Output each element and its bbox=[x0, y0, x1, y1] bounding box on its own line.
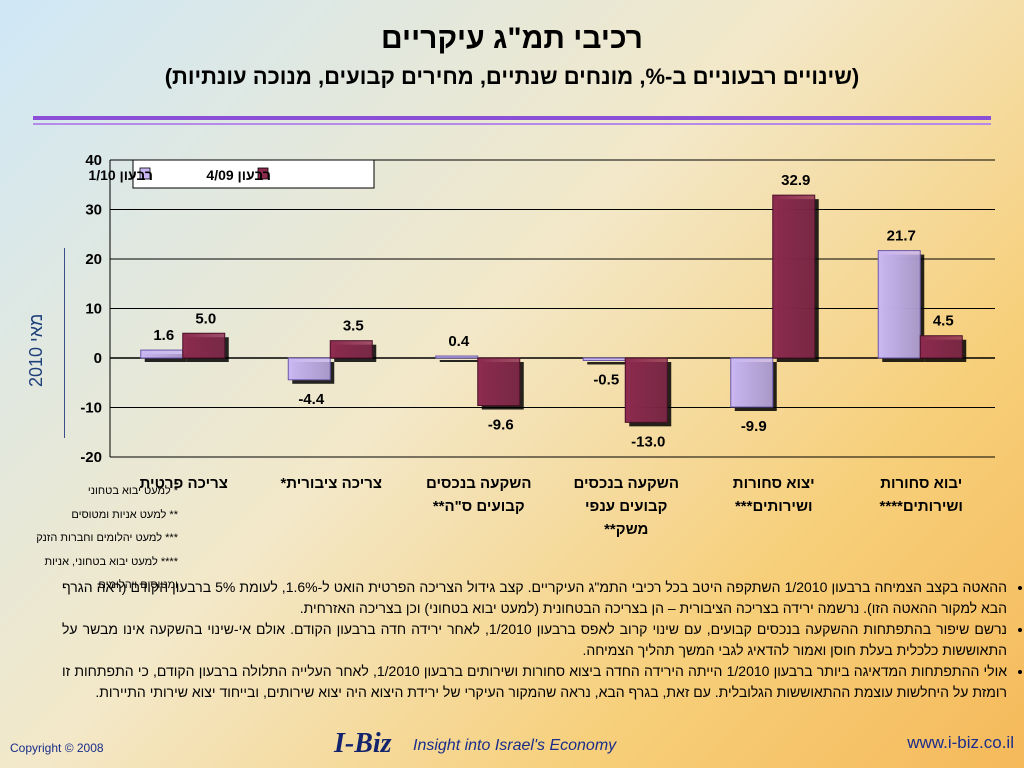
date-label: מאי 2010 bbox=[26, 313, 46, 387]
category-label: צריכה פרטית bbox=[140, 475, 228, 492]
bar-shadow bbox=[587, 362, 630, 365]
footnote: ** למעט אניות ומטוסים bbox=[71, 508, 178, 521]
title-divider-thin bbox=[33, 123, 991, 125]
bar bbox=[919, 335, 963, 359]
page-title: רכיבי תמ"ג עיקריים bbox=[381, 22, 643, 55]
tagline: Insight into Israel's Economy bbox=[413, 737, 617, 754]
category-label: ושירותים**** bbox=[880, 498, 963, 515]
data-label: 3.5 bbox=[343, 318, 364, 335]
y-tick-label: 10 bbox=[85, 301, 102, 318]
y-tick-label: 0 bbox=[94, 350, 102, 367]
y-tick-label: 30 bbox=[85, 202, 102, 219]
commentary-item: ההאטה בקצב הצמיחה ברבעון 1/2010 השתקפה ה… bbox=[62, 577, 1007, 619]
bar-shadow bbox=[439, 360, 482, 362]
legend-label: רבעון 1/10 bbox=[88, 167, 153, 183]
category-label: השקעה בנכסים bbox=[426, 475, 531, 492]
data-label: 1.6 bbox=[153, 327, 174, 344]
bar bbox=[582, 357, 626, 361]
data-label: 32.9 bbox=[781, 172, 810, 189]
bar-chart: 40 30 20 10 0 -10 -20 1.6 5.0 צריכה פרטית -4.4 3.5 צ… bbox=[80, 152, 995, 538]
footnote: *** למעט יהלומים וחברות הזנק bbox=[36, 532, 178, 544]
legend-box bbox=[132, 159, 375, 189]
commentary-item: אולי ההתפתחות המדאיגה ביותר ברבעון 1/201… bbox=[62, 661, 1007, 703]
page-subtitle: (שינויים רבעוניים ב-%, מונחים שנתיים, מח… bbox=[164, 64, 860, 89]
legend-label: רבעון 4/09 bbox=[206, 167, 271, 183]
data-label: 0.4 bbox=[448, 333, 470, 350]
website-link[interactable]: www.i-biz.co.il bbox=[907, 733, 1014, 752]
data-label: 5.0 bbox=[195, 310, 216, 327]
category-label: קבועים ענפי bbox=[585, 498, 667, 515]
legend-swatch bbox=[257, 167, 269, 180]
bar bbox=[435, 355, 479, 359]
data-label: 4.5 bbox=[933, 313, 954, 330]
bar bbox=[140, 349, 184, 359]
commentary-item: נרשם שיפור בהתפתחות ההשקעה בנכסים קבועים… bbox=[62, 619, 1007, 661]
footnotes: * למעט יבוא בטחוני ** למעט אניות ומטוסים… bbox=[8, 480, 178, 598]
data-label: -13.0 bbox=[631, 433, 665, 450]
ibiz-logo: I-Biz bbox=[334, 728, 392, 759]
legend-swatch bbox=[139, 167, 151, 180]
category-label: משק** bbox=[604, 521, 648, 538]
bar bbox=[287, 357, 331, 381]
bar bbox=[477, 357, 521, 407]
y-tick-label: -20 bbox=[80, 449, 102, 466]
data-label: -9.9 bbox=[741, 418, 767, 435]
category-label: קבועים ס"ה** bbox=[433, 498, 525, 515]
bar bbox=[624, 357, 668, 423]
copyright-text: Copyright © 2008 bbox=[10, 741, 104, 755]
y-tick-label: -10 bbox=[80, 400, 102, 417]
y-tick-label: 20 bbox=[85, 251, 102, 268]
bar bbox=[877, 250, 921, 359]
bar bbox=[730, 357, 774, 408]
data-label: -4.4 bbox=[298, 391, 325, 408]
footnote: * למעט יבוא בטחוני bbox=[87, 485, 178, 497]
category-label: השקעה בנכסים bbox=[574, 475, 679, 492]
category-label: ושירותים*** bbox=[735, 498, 813, 515]
category-label: יצוא סחורות bbox=[733, 475, 815, 492]
title-divider bbox=[33, 116, 991, 120]
bar bbox=[772, 194, 816, 359]
footnote: **** למעט יבוא בטחוני, אניות ומטוסים ויה… bbox=[44, 555, 178, 592]
category-label: צריכה ציבורית* bbox=[280, 475, 382, 492]
bar bbox=[329, 340, 373, 359]
side-divider bbox=[64, 248, 65, 438]
data-label: 21.7 bbox=[887, 228, 916, 245]
data-label: -0.5 bbox=[593, 371, 619, 388]
bar bbox=[182, 332, 226, 359]
commentary-list: ההאטה בקצב הצמיחה ברבעון 1/2010 השתקפה ה… bbox=[62, 577, 1024, 703]
category-label: יבוא סחורות bbox=[880, 475, 962, 492]
data-label: -9.6 bbox=[488, 417, 514, 434]
y-tick-label: 40 bbox=[85, 152, 102, 169]
